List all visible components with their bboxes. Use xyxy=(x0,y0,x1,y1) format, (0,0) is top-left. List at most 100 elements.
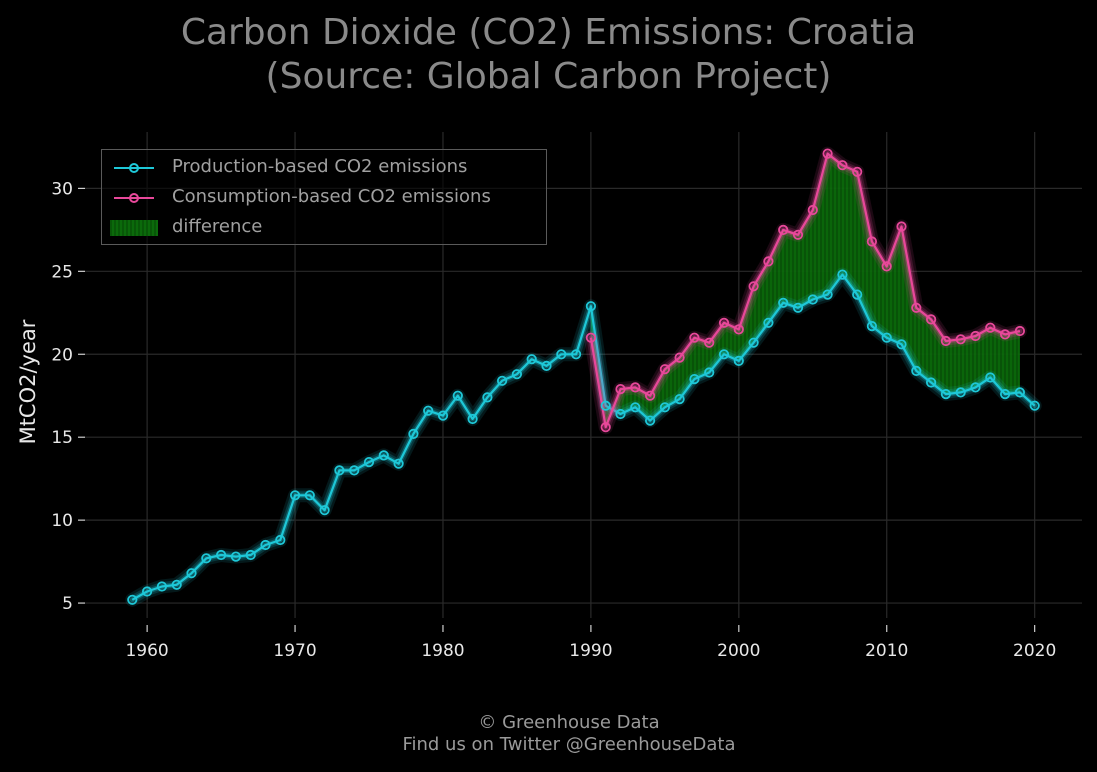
production-point xyxy=(778,297,789,308)
y-tick-label: 30 xyxy=(51,179,73,199)
production-point xyxy=(275,534,286,546)
y-tick-label: 20 xyxy=(51,345,73,365)
legend-swatch-consumption xyxy=(114,193,154,203)
production-point xyxy=(245,549,256,561)
production-point xyxy=(423,405,434,416)
consumption-point xyxy=(925,314,937,325)
production-point xyxy=(644,415,656,426)
production-point xyxy=(570,349,582,360)
production-point xyxy=(925,377,937,388)
footer-copyright: © Greenhouse Data xyxy=(478,712,660,733)
consumption-point xyxy=(674,352,685,363)
production-point xyxy=(230,551,241,562)
production-point xyxy=(674,393,685,405)
production-point xyxy=(600,400,611,411)
production-point xyxy=(156,581,167,592)
consumption-point xyxy=(999,329,1011,340)
consumption-point xyxy=(955,334,966,345)
production-point xyxy=(733,355,744,366)
production-point xyxy=(437,410,449,421)
production-point xyxy=(1014,387,1026,398)
consumption-point xyxy=(985,322,996,333)
production-point xyxy=(630,402,641,413)
production-point xyxy=(792,302,804,313)
x-tick-label: 1980 xyxy=(421,641,464,661)
production-point xyxy=(319,505,330,516)
consumption-point xyxy=(615,383,626,395)
production-point xyxy=(496,375,508,386)
consumption-point xyxy=(911,302,922,313)
x-tick-label: 2000 xyxy=(717,641,760,661)
production-point xyxy=(689,373,700,385)
consumption-point xyxy=(659,364,671,375)
difference-area xyxy=(590,153,1020,428)
x-tick-label: 2010 xyxy=(865,641,908,661)
y-tick-label: 5 xyxy=(62,594,73,614)
production-point xyxy=(349,465,360,476)
production-point xyxy=(127,594,138,605)
consumption-point xyxy=(852,166,863,177)
production-point xyxy=(999,388,1011,400)
production-point xyxy=(970,382,981,393)
consumption-point xyxy=(644,390,656,401)
legend-label-difference: difference xyxy=(172,216,263,237)
production-point xyxy=(822,289,833,300)
production-point xyxy=(541,360,552,371)
production-point xyxy=(911,365,922,376)
y-tick-label: 15 xyxy=(51,428,73,448)
production-point xyxy=(615,408,626,420)
production-point xyxy=(142,586,153,597)
production-point xyxy=(585,301,597,312)
production-point xyxy=(955,387,966,398)
legend: Production-based CO2 emissions Consumpti… xyxy=(101,149,547,245)
legend-item-production: Production-based CO2 emissions xyxy=(102,153,546,183)
production-point xyxy=(704,367,715,378)
footer-twitter: Find us on Twitter @GreenhouseData xyxy=(402,734,736,755)
production-point xyxy=(467,413,478,425)
production-point xyxy=(511,369,523,380)
production-point xyxy=(940,388,952,400)
production-point xyxy=(289,490,301,501)
production-point xyxy=(837,269,848,280)
consumption-point xyxy=(630,382,641,393)
production-point xyxy=(171,579,182,590)
consumption-point xyxy=(807,204,818,216)
x-tick-label: 1970 xyxy=(273,641,316,661)
legend-label-production: Production-based CO2 emissions xyxy=(172,156,468,177)
production-point xyxy=(556,349,567,360)
production-point xyxy=(866,320,878,332)
legend-item-consumption: Consumption-based CO2 emissions xyxy=(102,183,546,213)
production-point xyxy=(186,568,197,579)
consumption-point xyxy=(763,256,774,267)
production-point xyxy=(748,337,759,348)
chart-subtitle: (Source: Global Carbon Project) xyxy=(265,56,832,97)
production-point xyxy=(807,294,818,305)
consumption-point xyxy=(837,160,848,171)
production-point xyxy=(378,450,389,461)
consumption-point xyxy=(778,224,789,235)
production-point xyxy=(216,549,227,561)
production-point xyxy=(852,289,863,300)
production-point xyxy=(408,428,419,439)
consumption-point xyxy=(689,332,700,343)
consumption-point xyxy=(704,337,715,348)
legend-item-difference: difference xyxy=(102,213,546,243)
production-point xyxy=(452,390,463,401)
legend-swatch-difference xyxy=(110,220,158,236)
x-tick-label: 1960 xyxy=(125,641,168,661)
production-point xyxy=(304,490,315,501)
consumption-point xyxy=(748,281,759,292)
production-point xyxy=(896,339,907,350)
production-point xyxy=(363,456,375,468)
consumption-point xyxy=(1014,325,1026,337)
production-line xyxy=(131,273,1036,601)
consumption-point xyxy=(881,261,892,272)
y-tick-label: 10 xyxy=(51,511,73,531)
consumption-point xyxy=(940,335,952,347)
chart-title: Carbon Dioxide (CO2) Emissions: Croatia xyxy=(180,12,917,53)
production-point xyxy=(881,332,892,343)
consumption-point xyxy=(792,229,804,240)
production-point xyxy=(482,392,493,403)
production-point xyxy=(393,458,404,469)
